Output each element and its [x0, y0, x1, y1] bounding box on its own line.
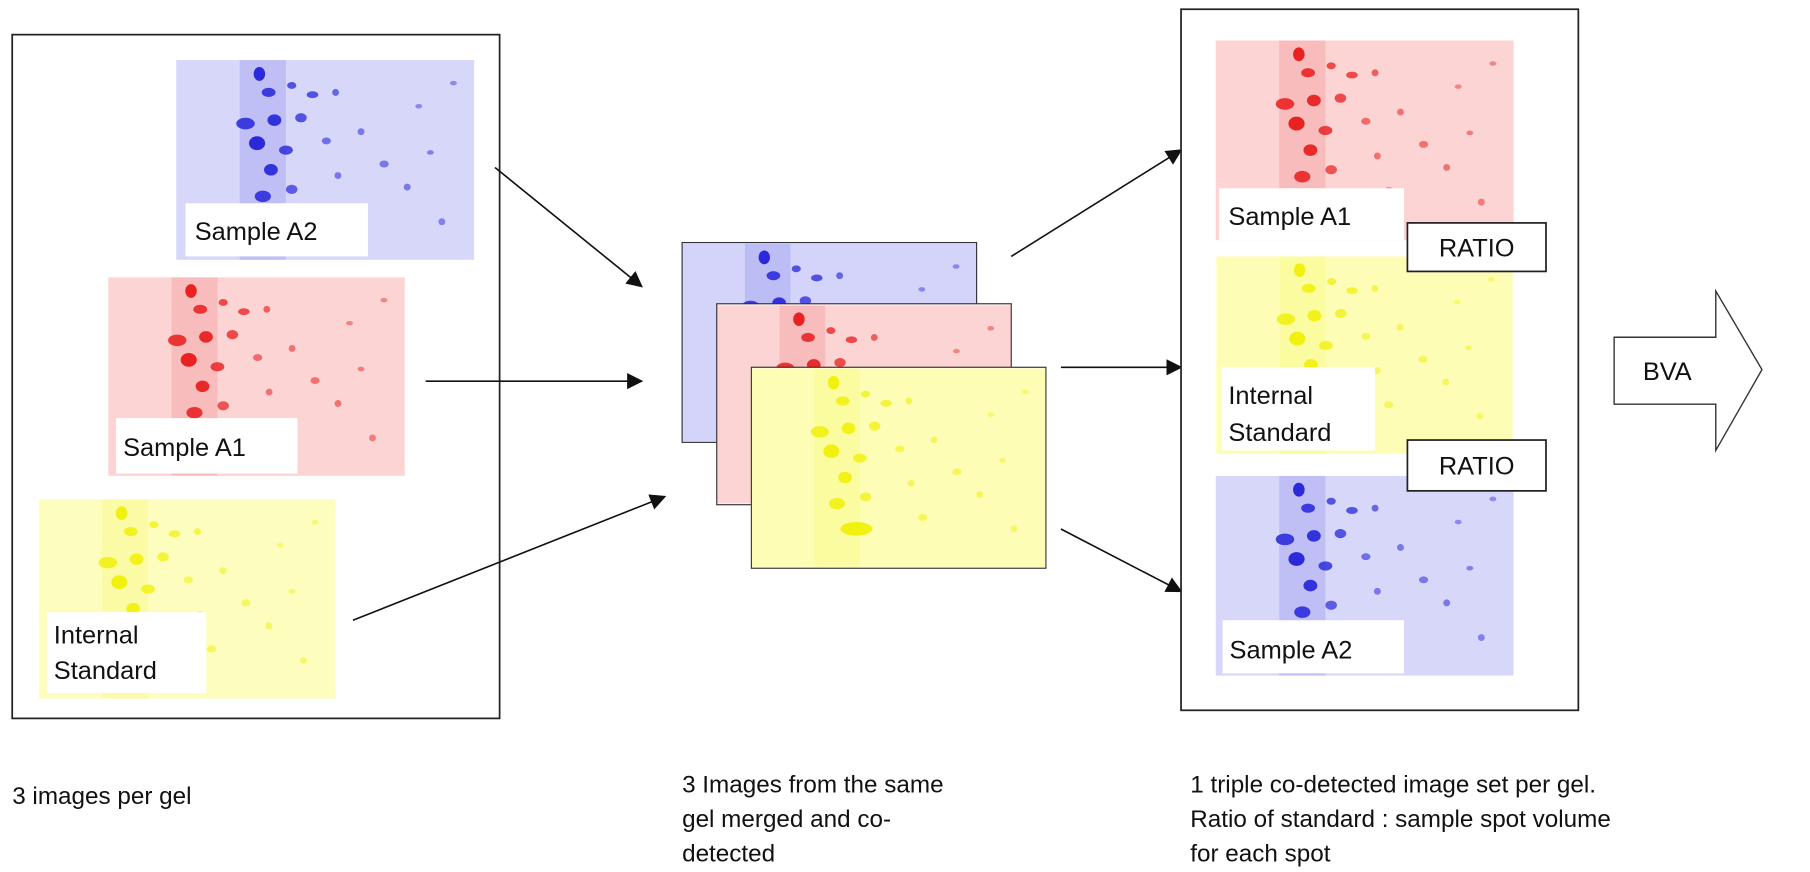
- diagram: Sample A2 Sample A1 Internal Standard Sa…: [0, 0, 1810, 872]
- result-label: BVA: [1643, 358, 1692, 386]
- page: {"input": {"images": [{"label": ["Sample…: [0, 0, 1810, 872]
- image-label: Standard: [54, 657, 157, 685]
- caption-line: for each spot: [1190, 841, 1330, 868]
- merged-stack: [682, 243, 1046, 569]
- image-label: Sample A2: [195, 218, 318, 246]
- gel-image: Sample A1: [1216, 40, 1514, 240]
- ratio-label: RATIO: [1439, 234, 1515, 262]
- gel-image: Sample A2: [176, 60, 474, 260]
- image-label: Sample A1: [123, 434, 246, 462]
- caption-line: detected: [682, 841, 775, 868]
- gel-image: Sample A2: [1216, 476, 1514, 676]
- gel-image: Sample A1: [108, 277, 405, 476]
- caption-line: Ratio of standard : sample spot volume: [1190, 806, 1611, 833]
- caption-line: 1 triple co-detected image set per gel.: [1190, 771, 1596, 798]
- caption-line: 3 images per gel: [12, 783, 191, 810]
- caption: 3 images per gel 3 Images from the same …: [12, 771, 1611, 867]
- gel-image: Internal Standard: [1216, 256, 1514, 453]
- gel-image: Internal Standard: [39, 499, 336, 699]
- image-label: Internal: [1228, 382, 1313, 410]
- image-label: Sample A1: [1228, 203, 1351, 231]
- arrow: [495, 167, 642, 286]
- image-label: Sample A2: [1230, 636, 1353, 664]
- caption-line: gel merged and co-: [682, 806, 891, 833]
- ratio-label: RATIO: [1439, 453, 1515, 481]
- image-label: Internal: [54, 621, 139, 649]
- arrow: [1061, 529, 1181, 591]
- image-label: Standard: [1228, 419, 1331, 447]
- arrow: [1011, 150, 1181, 256]
- caption-line: 3 Images from the same: [682, 771, 943, 798]
